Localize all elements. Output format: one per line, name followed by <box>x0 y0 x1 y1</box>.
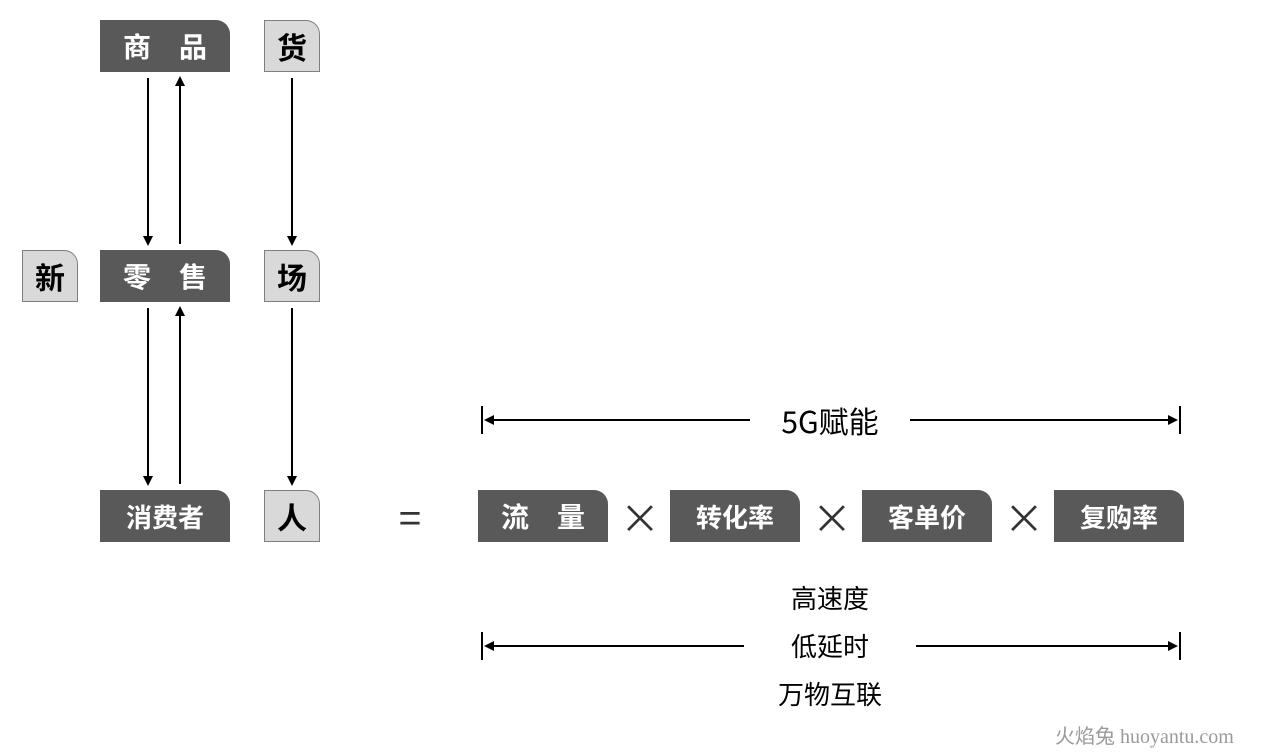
box-chang-label: 场 <box>277 254 307 298</box>
box-consumer: 消费者 <box>100 490 230 542</box>
symbol-mul3-text: × <box>1004 487 1044 545</box>
label-speed-text: 高速度 <box>791 579 869 616</box>
box-conversion-label: 转化率 <box>696 498 774 535</box>
box-goods-label: 商 品 <box>123 26 207 66</box>
symbol-mul2-text: × <box>812 487 852 545</box>
box-xin-label: 新 <box>35 254 65 298</box>
box-conversion: 转化率 <box>670 490 800 542</box>
symbol-mul1: × <box>620 490 660 542</box>
box-huo-label: 货 <box>277 24 307 68</box>
box-consumer-label: 消费者 <box>126 498 204 535</box>
box-retail-label: 零 售 <box>123 256 207 296</box>
box-ren: 人 <box>264 490 320 542</box>
symbol-equals-text: = <box>399 487 421 545</box>
box-goods: 商 品 <box>100 20 230 72</box>
label-5g-text: 5G赋能 <box>781 398 878 442</box>
box-repurchase-label: 复购率 <box>1080 498 1158 535</box>
watermark: 火焰兔 huoyantu.com <box>1055 720 1234 749</box>
symbol-mul1-text: × <box>620 487 660 545</box>
label-speed: 高速度 <box>760 580 900 614</box>
box-retail: 零 售 <box>100 250 230 302</box>
box-repurchase: 复购率 <box>1054 490 1184 542</box>
box-aov-label: 客单价 <box>888 498 966 535</box>
label-5g: 5G赋能 <box>750 400 910 440</box>
symbol-equals: = <box>380 490 440 542</box>
watermark-text: 火焰兔 huoyantu.com <box>1055 726 1234 748</box>
label-iot-text: 万物互联 <box>778 675 882 712</box>
label-latency: 低延时 <box>760 628 900 662</box>
symbol-mul3: × <box>1004 490 1044 542</box>
box-traffic: 流 量 <box>478 490 608 542</box>
box-chang: 场 <box>264 250 320 302</box>
symbol-mul2: × <box>812 490 852 542</box>
box-aov: 客单价 <box>862 490 992 542</box>
box-traffic-label: 流 量 <box>501 496 585 536</box>
box-xin: 新 <box>22 250 78 302</box>
arrows-layer <box>0 0 1280 755</box>
label-latency-text: 低延时 <box>791 627 869 664</box>
box-ren-label: 人 <box>277 494 307 538</box>
box-huo: 货 <box>264 20 320 72</box>
label-iot: 万物互联 <box>760 676 900 710</box>
